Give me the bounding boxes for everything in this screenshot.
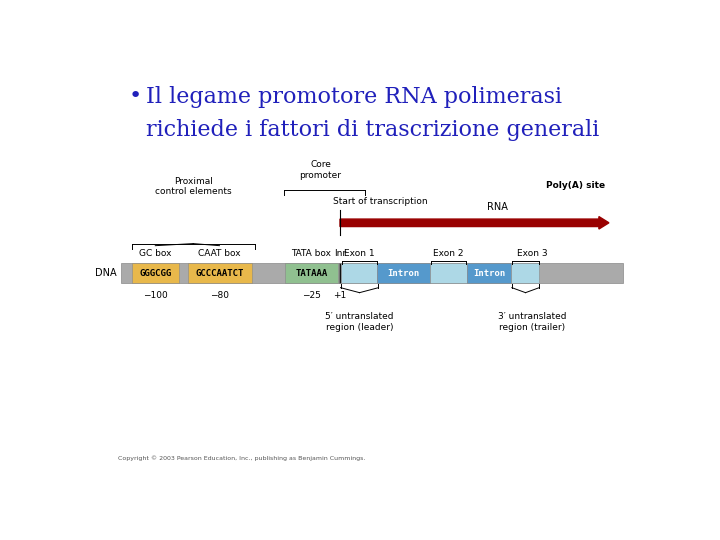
Text: Intron: Intron xyxy=(473,268,505,278)
Bar xyxy=(188,263,252,283)
Text: Exon 3: Exon 3 xyxy=(517,249,548,258)
Text: CAAT box: CAAT box xyxy=(198,249,240,258)
Text: GGGCGG: GGGCGG xyxy=(140,268,171,278)
Bar xyxy=(341,263,377,283)
Bar xyxy=(511,263,539,283)
Bar xyxy=(121,263,623,283)
Text: TATAAA: TATAAA xyxy=(296,268,328,278)
Text: GC box: GC box xyxy=(139,249,171,258)
Text: TATA box: TATA box xyxy=(291,249,331,258)
Text: Exon 1: Exon 1 xyxy=(343,249,374,258)
Bar xyxy=(132,263,179,283)
Text: Il legame promotore RNA polimerasi: Il legame promotore RNA polimerasi xyxy=(145,85,562,107)
Text: +1: +1 xyxy=(333,291,346,300)
Text: •: • xyxy=(129,85,143,106)
Text: −80: −80 xyxy=(210,291,229,300)
Text: Exon 2: Exon 2 xyxy=(433,249,464,258)
Text: −25: −25 xyxy=(302,291,320,300)
Text: Core
promoter: Core promoter xyxy=(300,160,341,180)
Text: Intron: Intron xyxy=(388,268,420,278)
Bar xyxy=(467,263,511,283)
Text: Poly(A) site: Poly(A) site xyxy=(546,180,605,190)
Text: Proximal
control elements: Proximal control elements xyxy=(155,177,232,197)
Text: richiede i fattori di trascrizione generali: richiede i fattori di trascrizione gener… xyxy=(145,119,599,141)
FancyArrow shape xyxy=(340,217,609,229)
Text: Start of transcription: Start of transcription xyxy=(333,197,428,206)
Bar xyxy=(339,263,341,283)
Text: 5′ untranslated
region (leader): 5′ untranslated region (leader) xyxy=(325,312,394,332)
Bar xyxy=(377,263,431,283)
Text: Inr: Inr xyxy=(334,249,346,258)
Text: Copyright © 2003 Pearson Education, Inc., publishing as Benjamin Cummings.: Copyright © 2003 Pearson Education, Inc.… xyxy=(118,455,365,461)
Bar xyxy=(285,263,338,283)
Text: 3′ untranslated
region (trailer): 3′ untranslated region (trailer) xyxy=(498,312,567,332)
Text: GCCCAATCT: GCCCAATCT xyxy=(196,268,244,278)
Text: RNA: RNA xyxy=(487,202,508,212)
Text: −100: −100 xyxy=(143,291,168,300)
Text: DNA: DNA xyxy=(95,268,117,278)
Bar xyxy=(431,263,467,283)
